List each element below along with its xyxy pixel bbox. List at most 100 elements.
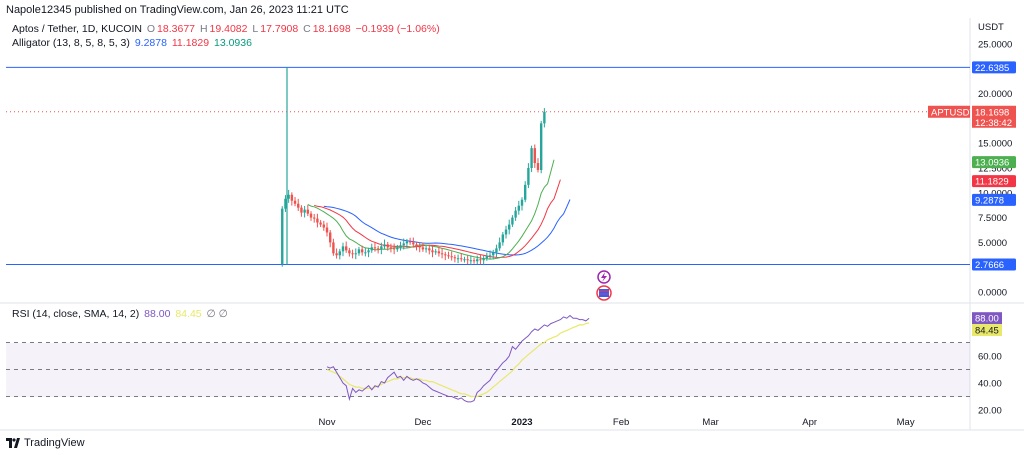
candle [453, 257, 457, 259]
candle [492, 252, 495, 256]
jaw-tag [972, 193, 1016, 206]
upper-line-tag-label: 22.6385 [975, 63, 1009, 74]
candle [376, 248, 380, 250]
ohlc-legend: Aptos / Tether, 1D, KUCOIN O 18.3677 H 19.… [12, 23, 440, 35]
open-value: 18.3677 [157, 23, 196, 35]
time-tick: Mar [702, 417, 718, 428]
candle [533, 148, 536, 164]
candle [383, 244, 386, 247]
candle [428, 248, 431, 251]
jaw-value: 9.2878 [134, 37, 167, 49]
candle [469, 260, 473, 262]
rsi-ma-value: 84.45 [175, 308, 202, 320]
candle [303, 209, 306, 213]
candle [364, 252, 367, 254]
candle [536, 163, 540, 170]
candle [293, 200, 297, 204]
candle [370, 247, 373, 251]
candle [408, 241, 412, 243]
price-tick: 7.5000 [978, 213, 1007, 224]
candle [297, 203, 300, 208]
rsi-tag [972, 312, 1002, 325]
low-value: 17.7908 [260, 23, 299, 35]
lower-line-tag [972, 258, 1016, 271]
rsi-ma-tag [972, 323, 1002, 336]
candle [351, 253, 354, 255]
candle [335, 253, 338, 256]
candle [431, 250, 434, 253]
rsi-line [326, 314, 590, 403]
candle [421, 247, 425, 250]
upper-line-tag [972, 61, 1016, 74]
axis-title: USDT [978, 22, 1004, 33]
jaw-tag-label: 9.2878 [975, 195, 1004, 206]
price-tick: 5.0000 [978, 238, 1007, 249]
candle [389, 247, 393, 249]
rsi-extra: ∅ ∅ [206, 308, 228, 320]
candle [332, 242, 335, 254]
rsi-tag-label: 88.00 [975, 314, 999, 325]
candle [338, 251, 341, 256]
candle [517, 205, 521, 211]
rsi-tick: 60.00 [978, 352, 1002, 363]
candle [322, 224, 326, 228]
candle [482, 258, 485, 261]
candle [523, 184, 527, 200]
rsi-value: 88.00 [144, 308, 171, 320]
last-price-label: 18.1698 [975, 107, 1009, 118]
candle [412, 242, 415, 245]
price-tick: 20.0000 [978, 89, 1012, 100]
candle [373, 247, 377, 249]
candle [284, 198, 287, 209]
time-tick: Feb [613, 417, 629, 428]
high-value: 19.4082 [209, 23, 248, 35]
candle [539, 123, 543, 170]
rsi-label: RSI (14, close, SMA, 14, 2) [12, 308, 140, 320]
tradingview-icon [6, 438, 20, 448]
candle [281, 208, 284, 265]
tradingview-logo[interactable]: TradingView [6, 437, 85, 449]
candle [380, 246, 383, 250]
candle [476, 259, 479, 262]
candle [402, 243, 405, 246]
symbol-tag-label: APTUSDT [931, 107, 976, 118]
countdown-label: 12:38:42 [975, 118, 1012, 129]
candle [399, 245, 402, 248]
candle [504, 229, 508, 235]
flag-icon-glyph [599, 289, 609, 297]
candle [511, 217, 514, 225]
alligator-jaw [323, 199, 571, 256]
lips-tag [972, 156, 1016, 169]
alligator-lips [307, 159, 555, 260]
price-tick: 15.0000 [978, 139, 1012, 150]
candle [405, 241, 409, 244]
candle [328, 232, 332, 243]
brand-label: TradingView [24, 437, 85, 449]
close-value: 18.1698 [312, 23, 351, 35]
candle [325, 227, 329, 233]
change-value: −0.1939 (−1.06%) [355, 23, 440, 35]
candle [460, 258, 463, 260]
candle [434, 251, 437, 253]
time-tick: Nov [319, 417, 336, 428]
candle [344, 246, 348, 251]
candle [447, 255, 450, 257]
time-tick: Apr [802, 417, 817, 428]
candle [450, 256, 453, 258]
candle [300, 207, 303, 213]
rsi-legend: RSI (14, close, SMA, 14, 2) 88.00 84.45 … [12, 308, 230, 320]
candle [392, 248, 396, 250]
alligator-legend: Alligator (13, 8, 5, 8, 5, 3) 9.2878 11.… [12, 37, 254, 49]
candle [501, 234, 505, 243]
candle [479, 259, 482, 261]
candle [306, 209, 310, 214]
alligator-teeth [314, 179, 561, 259]
candle [527, 168, 530, 185]
candle [472, 260, 476, 262]
candle [360, 249, 364, 253]
candle [309, 213, 313, 218]
candle [543, 111, 546, 124]
lightning-icon-glyph [601, 272, 607, 282]
candle [341, 246, 345, 252]
